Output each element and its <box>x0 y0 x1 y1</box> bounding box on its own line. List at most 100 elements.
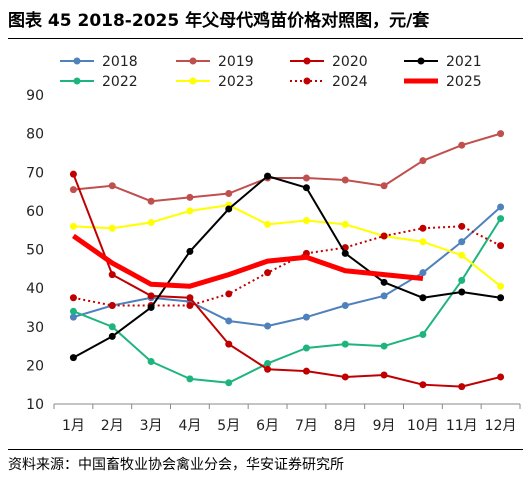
data-point-2019 <box>108 182 116 190</box>
data-point-2018 <box>341 302 349 310</box>
data-point-2019 <box>302 174 310 182</box>
data-point-2024 <box>186 302 194 310</box>
data-point-2023 <box>108 224 116 232</box>
series-line-2021 <box>72 175 501 359</box>
data-point-2018 <box>302 313 310 321</box>
data-point-2023 <box>302 217 310 225</box>
data-point-2021 <box>458 288 466 296</box>
series-2022 <box>69 215 505 387</box>
legend-item-2018: 2018 <box>60 54 138 70</box>
x-tick-label: 5月 <box>217 418 240 434</box>
data-point-2023 <box>419 238 427 246</box>
y-tick-label: 20 <box>26 358 44 374</box>
data-point-2022 <box>497 215 505 223</box>
data-point-2019 <box>458 141 466 149</box>
data-point-2018 <box>69 313 77 321</box>
legend-label-2018: 2018 <box>102 54 138 70</box>
data-point-2023 <box>69 222 77 230</box>
data-point-2022 <box>69 307 77 315</box>
data-point-2021 <box>497 294 505 302</box>
figure-title: 图表 45 2018-2025 年父母代鸡苗价格对照图，元/套 <box>8 11 430 31</box>
data-point-2022 <box>108 323 116 331</box>
data-point-2022 <box>419 330 427 338</box>
chart-axes: 1月 2月 3月 4月 5月 6月 7月 8月 9月 10月 11月 12月 10 20 30 40 50 60 7… <box>26 88 521 434</box>
y-tick-label: 50 <box>26 243 44 259</box>
series-line-2024 <box>73 225 502 307</box>
data-point-2021 <box>69 354 77 362</box>
data-point-2020 <box>69 170 77 178</box>
data-point-2018 <box>497 203 505 211</box>
x-tick-label: 4月 <box>178 418 201 434</box>
data-point-2020 <box>458 383 466 391</box>
legend-item-2021: 2021 <box>404 54 482 70</box>
series-2024 <box>69 222 505 310</box>
data-point-2019 <box>225 189 233 197</box>
x-tick-label: 7月 <box>295 418 318 434</box>
x-tick-label: 12月 <box>485 418 517 434</box>
data-point-2020 <box>302 367 310 375</box>
data-point-2018 <box>380 292 388 300</box>
legend-label-2021: 2021 <box>446 54 482 70</box>
legend-item-2024: 2024 <box>290 74 368 90</box>
series-2021 <box>69 172 505 362</box>
data-point-2019 <box>419 157 427 165</box>
y-tick-label: 30 <box>26 320 44 336</box>
legend-label-2023: 2023 <box>218 74 254 90</box>
series-line-2020 <box>72 173 501 388</box>
data-point-2020 <box>108 271 116 279</box>
legend-marker-2018 <box>73 57 81 65</box>
data-point-2022 <box>302 344 310 352</box>
y-tick-label: 40 <box>26 281 44 297</box>
data-point-2019 <box>380 182 388 190</box>
data-point-2020 <box>225 340 233 348</box>
data-point-2022 <box>458 276 466 284</box>
data-point-2022 <box>186 375 194 383</box>
data-point-2020 <box>497 373 505 381</box>
series-line-2018 <box>73 206 502 327</box>
data-point-2024 <box>225 290 233 298</box>
legend-item-2025: 2025 <box>404 74 482 90</box>
data-point-2023 <box>264 220 272 228</box>
data-point-2022 <box>147 358 155 366</box>
data-point-2021 <box>380 278 388 286</box>
data-point-2023 <box>186 207 194 215</box>
y-tick-label: 70 <box>26 165 44 181</box>
legend-item-2023: 2023 <box>176 74 254 90</box>
series-2025 <box>71 233 424 289</box>
data-point-2020 <box>419 381 427 389</box>
source-rule <box>8 449 523 450</box>
data-point-2021 <box>419 294 427 302</box>
legend-item-2020: 2020 <box>290 54 368 70</box>
data-point-2023 <box>497 282 505 290</box>
legend-item-2022: 2022 <box>60 74 138 90</box>
legend-marker-2020 <box>303 57 311 65</box>
data-point-2020 <box>147 292 155 300</box>
data-point-2022 <box>264 359 272 367</box>
legend-marker-2022 <box>73 77 81 85</box>
x-tick-label: 11月 <box>446 418 478 434</box>
x-tick-label: 10月 <box>407 418 439 434</box>
data-point-2023 <box>147 218 155 226</box>
data-point-2024 <box>419 224 427 232</box>
data-point-2022 <box>225 379 233 387</box>
x-tick-label: 3月 <box>140 418 163 434</box>
legend-label-2020: 2020 <box>332 54 368 70</box>
data-point-2019 <box>147 197 155 205</box>
data-point-2024 <box>69 294 77 302</box>
chart-series <box>69 130 505 391</box>
data-point-2024 <box>497 242 505 250</box>
legend-marker-2023 <box>189 77 197 85</box>
data-point-2023 <box>458 251 466 259</box>
data-point-2024 <box>264 269 272 277</box>
data-point-2018 <box>458 238 466 246</box>
legend-item-2019: 2019 <box>176 54 254 70</box>
x-tick-label: 9月 <box>373 418 396 434</box>
x-tick-label: 2月 <box>101 418 124 434</box>
data-point-2019 <box>341 176 349 184</box>
series-line-2019 <box>73 132 501 203</box>
x-tick-label: 1月 <box>62 418 85 434</box>
y-tick-label: 90 <box>26 88 44 104</box>
data-point-2024 <box>458 222 466 230</box>
data-point-2021 <box>302 184 310 192</box>
